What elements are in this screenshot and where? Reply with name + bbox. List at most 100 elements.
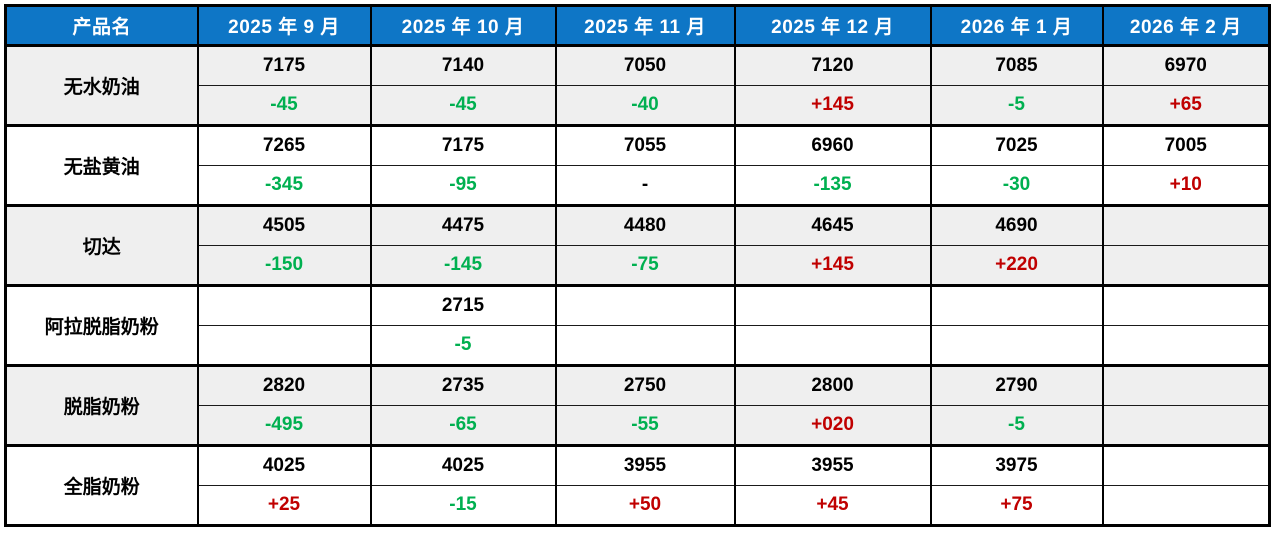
price-cell: 4475 — [369, 205, 557, 246]
change-cell: -45 — [196, 85, 372, 127]
price-cell: 3955 — [733, 445, 932, 486]
change-cell: +020 — [733, 405, 932, 447]
header-month-5: 2026 年 1 月 — [929, 5, 1104, 47]
change-cell: -40 — [554, 85, 736, 127]
change-cell: -45 — [369, 85, 557, 127]
table-row-prices: 切达 4505 4475 4480 4645 4690 — [4, 205, 1271, 287]
change-cell — [733, 325, 932, 367]
price-cell — [1101, 205, 1271, 246]
change-cell: +50 — [554, 485, 736, 527]
price-cell: 7265 — [196, 125, 372, 166]
change-cell: -5 — [929, 85, 1104, 127]
header-row: 产品名 2025 年 9 月 2025 年 10 月 2025 年 11 月 2025… — [4, 5, 1271, 47]
price-cell: 7120 — [733, 45, 932, 86]
change-cell: +10 — [1101, 165, 1271, 207]
price-cell: 7055 — [554, 125, 736, 166]
product-name-cell: 阿拉脱脂奶粉 — [4, 285, 199, 367]
table-row-changes: -345 -95- -135 -30 +10 — [6, 165, 1271, 207]
table-row-prices: 无水奶油 7175 7140 7050 7120 7085 6970 — [4, 45, 1271, 127]
price-cell: 7085 — [929, 45, 1104, 86]
table-body: 无水奶油 7175 7140 7050 7120 7085 6970 -45 -45 -40 +14… — [4, 45, 1271, 527]
price-cell: 2715 — [369, 285, 557, 326]
header-month-6: 2026 年 2 月 — [1101, 5, 1271, 47]
header-month-4: 2025 年 12 月 — [733, 5, 932, 47]
change-cell: +45 — [733, 485, 932, 527]
change-cell: -345 — [196, 165, 372, 207]
change-cell — [1101, 325, 1271, 367]
dairy-price-table: 产品名 2025 年 9 月 2025 年 10 月 2025 年 11 月 2025… — [4, 4, 1271, 527]
change-cell — [929, 325, 1104, 367]
table-row-prices: 全脂奶粉 4025 4025 3955 3955 3975 — [4, 445, 1271, 527]
price-cell: 2800 — [733, 365, 932, 406]
price-cell: 7025 — [929, 125, 1104, 166]
price-cell: 7050 — [554, 45, 736, 86]
header-month-2: 2025 年 10 月 — [369, 5, 557, 47]
change-cell: -150 — [196, 245, 372, 287]
product-name-cell: 全脂奶粉 — [4, 445, 199, 527]
change-cell: - — [554, 165, 736, 207]
product-name-cell: 切达 — [4, 205, 199, 287]
product-name-cell: 无水奶油 — [4, 45, 199, 127]
change-cell: -135 — [733, 165, 932, 207]
change-cell: -75 — [554, 245, 736, 287]
table-row-changes: -5 — [6, 325, 1271, 367]
price-cell: 3955 — [554, 445, 736, 486]
header-month-1: 2025 年 9 月 — [196, 5, 372, 47]
price-cell: 2735 — [369, 365, 557, 406]
price-cell — [1101, 285, 1271, 326]
price-cell: 4025 — [196, 445, 372, 486]
price-cell: 6960 — [733, 125, 932, 166]
price-cell: 2820 — [196, 365, 372, 406]
product-name-cell: 无盐黄油 — [4, 125, 199, 207]
price-cell: 3975 — [929, 445, 1104, 486]
table-row-changes: -495 -65 -55 +020 -5 — [6, 405, 1271, 447]
price-cell: 6970 — [1101, 45, 1271, 86]
change-cell: +220 — [929, 245, 1104, 287]
change-cell: -55 — [554, 405, 736, 447]
table-row-changes: -150 -145 -75 +145 +220 — [6, 245, 1271, 287]
change-cell: -15 — [369, 485, 557, 527]
header-product-name: 产品名 — [4, 5, 199, 47]
price-cell — [733, 285, 932, 326]
change-cell — [196, 325, 372, 367]
price-cell — [1101, 445, 1271, 486]
change-cell — [1101, 485, 1271, 527]
change-cell — [554, 325, 736, 367]
price-cell — [196, 285, 372, 326]
price-cell: 7175 — [196, 45, 372, 86]
change-cell: -30 — [929, 165, 1104, 207]
price-cell — [1101, 365, 1271, 406]
price-cell: 7140 — [369, 45, 557, 86]
price-cell: 4505 — [196, 205, 372, 246]
table-row-changes: -45 -45 -40 +145 -5 +65 — [6, 85, 1271, 127]
change-cell: +75 — [929, 485, 1104, 527]
change-cell — [1101, 405, 1271, 447]
table-row-prices: 无盐黄油 7265 7175 7055 6960 7025 7005 — [4, 125, 1271, 207]
price-cell: 2790 — [929, 365, 1104, 406]
price-cell: 2750 — [554, 365, 736, 406]
price-cell: 4480 — [554, 205, 736, 246]
price-cell: 7175 — [369, 125, 557, 166]
change-cell — [1101, 245, 1271, 287]
price-cell — [554, 285, 736, 326]
header-month-3: 2025 年 11 月 — [554, 5, 736, 47]
change-cell: +65 — [1101, 85, 1271, 127]
change-cell: -95 — [369, 165, 557, 207]
price-cell: 7005 — [1101, 125, 1271, 166]
change-cell: +145 — [733, 245, 932, 287]
price-cell — [929, 285, 1104, 326]
change-cell: -5 — [929, 405, 1104, 447]
table-row-prices: 阿拉脱脂奶粉 2715 — [4, 285, 1271, 367]
change-cell: +145 — [733, 85, 932, 127]
product-name-cell: 脱脂奶粉 — [4, 365, 199, 447]
change-cell: -495 — [196, 405, 372, 447]
table-row-changes: +25 -15 +50 +45 +75 — [6, 485, 1271, 527]
change-cell: -5 — [369, 325, 557, 367]
table-row-prices: 脱脂奶粉 2820 2735 2750 2800 2790 — [4, 365, 1271, 447]
price-cell: 4690 — [929, 205, 1104, 246]
price-cell: 4025 — [369, 445, 557, 486]
change-cell: -65 — [369, 405, 557, 447]
change-cell: -145 — [369, 245, 557, 287]
price-cell: 4645 — [733, 205, 932, 246]
change-cell: +25 — [196, 485, 372, 527]
